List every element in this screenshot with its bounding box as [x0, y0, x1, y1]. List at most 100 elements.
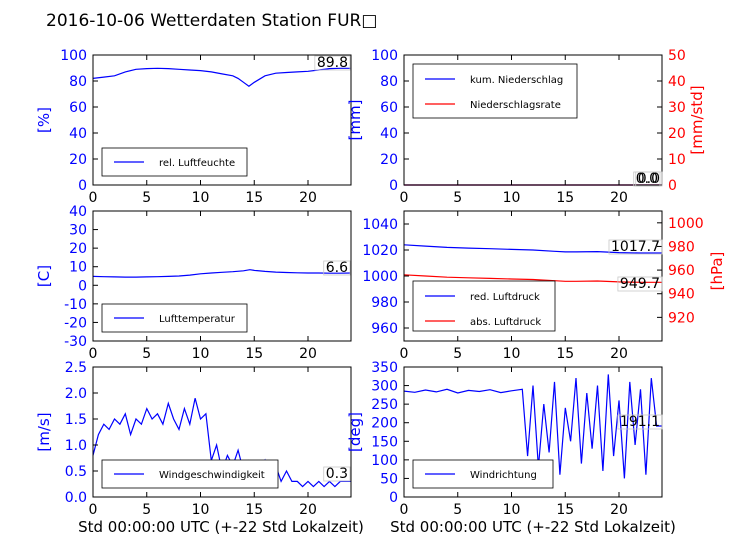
y-tick-label: 0.0: [65, 490, 87, 506]
x-tick-label: 20: [299, 190, 317, 206]
y-tick-label: 60: [380, 100, 398, 116]
legend-box: [412, 63, 578, 119]
y-tick-label: 1000: [362, 269, 398, 285]
y-tick-label: -20: [64, 315, 87, 331]
x-tick-label: 5: [453, 346, 462, 362]
series-line-winddir-0: [403, 374, 662, 479]
value-annotation-winddir: 191.1: [620, 414, 660, 430]
y-tick-label: 250: [371, 397, 398, 413]
panel-humidity: [%] 0 5 10 15 20 0 20 40 60 80 100 rel. Luftfeuchte 8…: [35, 48, 352, 206]
x-tick-label: 15: [245, 502, 263, 518]
y-axis-label-humidity: [%]: [35, 107, 53, 133]
value-annotation-box: [635, 171, 663, 187]
y2-tick-label: 940: [668, 287, 695, 303]
value-annotation-box: [608, 239, 663, 255]
x-tick-label: 0: [400, 190, 409, 206]
legend-label-0: kum. Niederschlag: [470, 75, 563, 86]
x-tick-label: 0: [400, 502, 409, 518]
y2-axis-label-pressure: [hPa]: [708, 252, 726, 291]
y-tick-label: 30: [69, 223, 87, 239]
x-tick-label: 15: [556, 190, 574, 206]
value-annotation-box: [314, 55, 351, 71]
legend-humidity: rel. Luftfeuchte: [101, 147, 248, 177]
y-axis-label-precip: [mm]: [346, 100, 364, 141]
x-tick-label: 5: [142, 502, 151, 518]
panel-precip: [mm] [mm/std] 0 5 10 15 20 0 20 40 60 80 100 0 10 20 30 4…: [346, 48, 706, 206]
y-tick-label: 0: [389, 178, 398, 194]
value-annotation-box: [617, 276, 663, 292]
y-axis-label-temperature: [C]: [35, 265, 53, 287]
y-tick-label: 40: [69, 204, 87, 220]
y-tick-label: 1.0: [65, 438, 87, 454]
y-tick-label: 50: [380, 471, 398, 487]
plot-frame-windspeed: [92, 366, 352, 498]
x-tick-label: 5: [453, 502, 462, 518]
y-tick-label: 100: [60, 48, 87, 64]
legend-temperature: Lufttemperatur: [101, 303, 248, 333]
x-tick-label: 15: [556, 346, 574, 362]
y-tick-label: 980: [371, 295, 398, 311]
x-tick-label: 10: [503, 502, 521, 518]
y-tick-label: 20: [69, 152, 87, 168]
value-annotation-precip: 0.0: [636, 171, 658, 187]
y-tick-label: 2.0: [65, 386, 87, 402]
y2-tick-label: 960: [668, 263, 695, 279]
y-tick-label: 20: [380, 152, 398, 168]
y-tick-label: 0: [78, 278, 87, 294]
y-tick-label: 100: [371, 48, 398, 64]
value-annotation-pressure: 1017.7: [611, 239, 660, 255]
legend-label-0: red. Luftdruck: [470, 292, 540, 303]
x-tick-label: 5: [142, 346, 151, 362]
plot-frame-precip: [403, 54, 663, 186]
y2-tick-label: 30: [668, 100, 686, 116]
value-annotation-box: [323, 260, 351, 276]
y2-tick-label: 20: [668, 126, 686, 142]
x-tick-label: 15: [245, 346, 263, 362]
legend-label-0: Lufttemperatur: [159, 314, 236, 325]
panel-pressure: [hPa] 0 5 10 15 20 960 980 1000 1020 1040 920 940 960…: [362, 210, 726, 362]
x-tick-label: 20: [610, 502, 628, 518]
x-tick-label: 0: [400, 346, 409, 362]
legend-label-1: abs. Luftdruck: [470, 317, 541, 328]
y-axis-label-windspeed: [m/s]: [35, 412, 53, 451]
y-tick-label: 300: [371, 379, 398, 395]
y-tick-label: 40: [69, 126, 87, 142]
x-tick-label: 10: [503, 190, 521, 206]
y-tick-label: 350: [371, 360, 398, 376]
y-tick-label: -30: [64, 334, 87, 350]
x-tick-label: 20: [299, 346, 317, 362]
legend-label-0: rel. Luftfeuchte: [159, 158, 235, 169]
y-tick-label: 960: [371, 321, 398, 337]
y-tick-label: 20: [69, 241, 87, 257]
y-tick-label: 80: [69, 74, 87, 90]
y-tick-label: 1040: [362, 217, 398, 233]
series-line-temperature-0: [92, 269, 352, 278]
x-tick-label: 0: [89, 190, 98, 206]
x-tick-label: 10: [192, 502, 210, 518]
x-tick-label: 20: [610, 346, 628, 362]
x-axis-label-right: Std 00:00:00 UTC (+-22 Std Lokalzeit): [390, 518, 676, 536]
series-line-humidity-0: [92, 67, 351, 87]
x-tick-label: 20: [299, 502, 317, 518]
y-tick-label: 0.5: [65, 464, 87, 480]
x-tick-label: 10: [192, 346, 210, 362]
legend-pressure: red. Luftdruck abs. Luftdruck: [412, 280, 556, 332]
value-annotation-box: [617, 414, 663, 430]
series-line-pressure-1: [403, 274, 662, 283]
panel-windspeed: [m/s] 0 5 10 15 20 0.0 0.5 1.0 1.5 2.0 2.5 Windgesch…: [35, 360, 352, 518]
x-tick-label: 10: [503, 346, 521, 362]
x-tick-label: 5: [453, 190, 462, 206]
y2-tick-label: 980: [668, 239, 695, 255]
y2-tick-label: 1000: [668, 216, 704, 232]
value-annotation-box: [323, 466, 351, 482]
y-tick-label: 150: [371, 434, 398, 450]
y-tick-label: -10: [64, 297, 87, 313]
y2-tick-label: 0: [668, 178, 677, 194]
y-tick-label: 1.5: [65, 412, 87, 428]
x-axis-label-left: Std 00:00:00 UTC (+-22 Std Lokalzeit): [78, 518, 364, 536]
legend-precip: kum. Niederschlag Niederschlagsrate: [412, 63, 578, 119]
y-tick-label: 40: [380, 126, 398, 142]
x-tick-label: 0: [89, 346, 98, 362]
